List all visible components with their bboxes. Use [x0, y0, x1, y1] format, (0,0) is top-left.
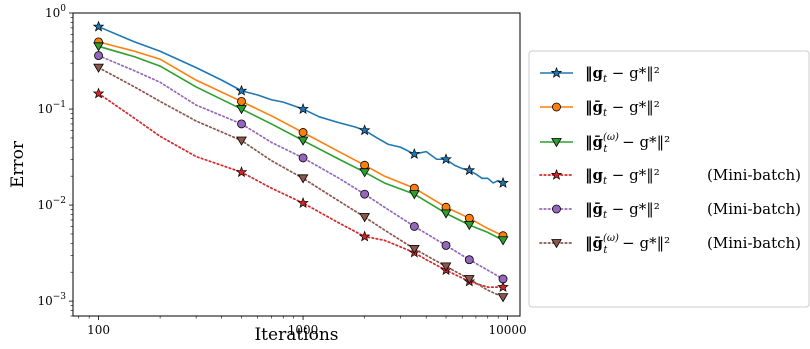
series-3 — [92, 87, 509, 292]
legend-label: ‖gt − g*‖² — [585, 166, 660, 187]
triangle-marker — [93, 42, 104, 52]
y-tick-label: 10−3 — [37, 292, 66, 308]
legend-box — [528, 50, 810, 308]
legend-label: ‖ḡt − g*‖² — [585, 98, 660, 119]
legend-entry: ‖ḡt − g*‖² — [540, 98, 660, 119]
circle-marker — [237, 119, 246, 129]
circle-marker — [552, 102, 561, 112]
star-marker — [358, 230, 371, 242]
series-4 — [94, 51, 508, 284]
series-2 — [93, 42, 509, 246]
series-1 — [94, 37, 508, 241]
triangle-marker — [93, 63, 104, 73]
triangle-marker — [497, 293, 509, 303]
triangle-marker — [236, 136, 247, 146]
star-marker — [92, 87, 105, 99]
series-0 — [92, 20, 509, 188]
plot-lines — [92, 20, 509, 303]
triangle-marker — [497, 236, 509, 246]
legend-label: ‖ḡ(ω) t − g*‖² — [585, 132, 670, 155]
legend-suffix: (Mini-batch) — [707, 200, 801, 218]
triangle-marker — [297, 136, 309, 146]
star-marker — [235, 166, 248, 178]
star-marker — [297, 196, 309, 208]
star-marker — [408, 147, 421, 159]
y-tick-label: 10−1 — [37, 100, 66, 116]
circle-marker — [409, 221, 419, 231]
axis-ticks: 100 1000 10000 100 10−1 10−2 10−3 — [37, 4, 526, 337]
y-tick-label: 10−2 — [37, 196, 66, 212]
circle-marker — [237, 97, 246, 106]
star-marker — [497, 281, 509, 292]
y-tick-label: 100 — [45, 4, 66, 20]
triangle-marker — [359, 213, 371, 223]
star-marker — [463, 164, 476, 176]
series-5 — [93, 63, 509, 303]
circle-marker — [360, 160, 370, 170]
series-line — [97, 54, 504, 280]
y-axis-label: Error — [8, 140, 28, 188]
triangle-marker — [297, 174, 309, 184]
legend-entry: ‖ḡ(ω) t − g*‖² — [540, 132, 670, 155]
series-line — [98, 41, 504, 237]
legend: ‖gt − g*‖² ‖ḡt − g*‖² ‖ḡ(ω) t − g*‖² ‖gt − g… — [528, 50, 810, 308]
star-marker — [235, 84, 248, 96]
legend-label: ‖ḡ(ω) t − g*‖² — [585, 233, 670, 256]
star-marker — [297, 102, 309, 114]
circle-marker — [464, 255, 474, 265]
triangle-marker — [359, 168, 371, 178]
star-marker — [358, 124, 371, 136]
circle-marker — [498, 274, 508, 284]
circle-marker — [360, 189, 370, 199]
x-tick-label: 1000 — [288, 323, 319, 337]
triangle-marker — [463, 275, 475, 285]
x-axis-label: Iterations — [254, 325, 338, 345]
legend-label: ‖ḡt − g*‖² — [585, 200, 660, 221]
circle-marker — [94, 51, 103, 61]
triangle-marker — [408, 190, 420, 200]
legend-entry: ‖gt − g*‖² (Mini-batch) — [539, 166, 801, 187]
triangle-marker — [551, 138, 562, 148]
plot-frame — [72, 12, 521, 317]
triangle-marker — [236, 105, 247, 115]
triangle-marker — [408, 244, 420, 255]
series-line — [97, 92, 504, 288]
circle-marker — [552, 204, 561, 214]
legend-label: ‖gt − g*‖² — [585, 64, 660, 85]
circle-marker — [441, 241, 451, 250]
legend-suffix: (Mini-batch) — [707, 234, 801, 252]
star-marker — [92, 20, 105, 32]
legend-entry: ‖gt − g*‖² — [540, 64, 660, 85]
legend-suffix: (Mini-batch) — [707, 166, 801, 184]
circle-marker — [464, 213, 474, 223]
triangle-marker — [463, 221, 475, 231]
series-line — [97, 66, 504, 298]
star-marker — [550, 168, 563, 180]
legend-entry: ‖ḡt − g*‖² (Mini-batch) — [539, 200, 801, 221]
triangle-marker — [551, 239, 562, 249]
circle-marker — [298, 128, 308, 137]
triangle-marker — [440, 209, 452, 219]
series-line — [98, 45, 504, 241]
circle-marker — [298, 153, 308, 163]
star-marker — [497, 176, 509, 188]
star-marker — [550, 66, 563, 78]
x-tick-label: 100 — [87, 323, 110, 337]
x-tick-label: 10000 — [488, 323, 526, 337]
triangle-marker — [440, 262, 452, 272]
star-marker — [440, 153, 452, 165]
legend-entry: ‖ḡ(ω) t − g*‖² (Mini-batch) — [539, 233, 801, 256]
